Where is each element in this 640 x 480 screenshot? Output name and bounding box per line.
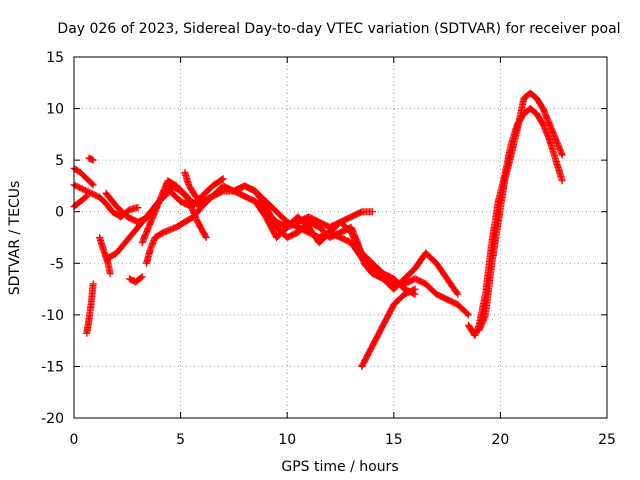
y-axis-label: SDTVAR / TECUs <box>7 181 23 296</box>
x-tick-label: 10 <box>278 432 296 448</box>
plot-frame <box>73 56 608 419</box>
x-tick-label: 25 <box>598 432 616 448</box>
series-markers <box>138 177 210 247</box>
y-tick-label: 10 <box>46 102 64 118</box>
x-tick-label: 5 <box>176 432 185 448</box>
x-tick-label: 0 <box>70 432 79 448</box>
x-tick-label: 20 <box>491 432 509 448</box>
series-arc-15 <box>251 197 472 319</box>
series-markers <box>358 285 419 370</box>
series-markers <box>70 192 91 211</box>
series-arc-4 <box>85 154 97 164</box>
x-tick-label: 15 <box>385 432 403 448</box>
y-tick-label: -5 <box>50 256 64 272</box>
y-tick-label: -10 <box>41 308 64 324</box>
axis-ticks: 0 5 10 15 20 25 -20 -15 -10 -5 0 5 10 15 <box>41 50 616 448</box>
chart-title: Day 026 of 2023, Sidereal Day-to-day VTE… <box>57 21 620 37</box>
series-markers <box>83 280 97 337</box>
series-arc-9 <box>125 273 146 286</box>
grid-lines <box>74 57 607 418</box>
y-tick-label: -20 <box>41 411 64 427</box>
x-axis-label: GPS time / hours <box>281 459 398 475</box>
series-markers <box>85 154 97 164</box>
data-series <box>70 89 566 370</box>
series-markers <box>125 273 146 286</box>
series-markers <box>251 197 472 319</box>
series-arc-18 <box>475 89 566 334</box>
y-tick-label: 15 <box>46 50 64 66</box>
series-markers <box>475 89 566 334</box>
y-tick-label: -15 <box>41 359 64 375</box>
series-arc-10 <box>138 177 210 247</box>
series-arc-3 <box>70 192 91 211</box>
series-arc-16 <box>358 285 419 370</box>
y-tick-label: 0 <box>55 205 64 221</box>
y-tick-label: 5 <box>55 153 64 169</box>
series-arc-5 <box>83 280 97 337</box>
